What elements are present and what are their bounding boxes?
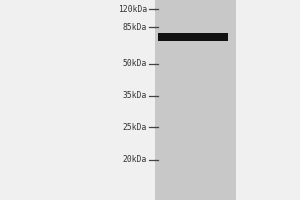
Text: 20kDa: 20kDa: [123, 156, 147, 164]
Text: 50kDa: 50kDa: [123, 60, 147, 68]
Text: 85kDa: 85kDa: [123, 22, 147, 31]
Text: 25kDa: 25kDa: [123, 122, 147, 132]
Bar: [158, 33, 228, 41]
Text: 35kDa: 35kDa: [123, 92, 147, 100]
Bar: [154, 0, 236, 200]
Text: 120kDa: 120kDa: [118, 4, 147, 14]
